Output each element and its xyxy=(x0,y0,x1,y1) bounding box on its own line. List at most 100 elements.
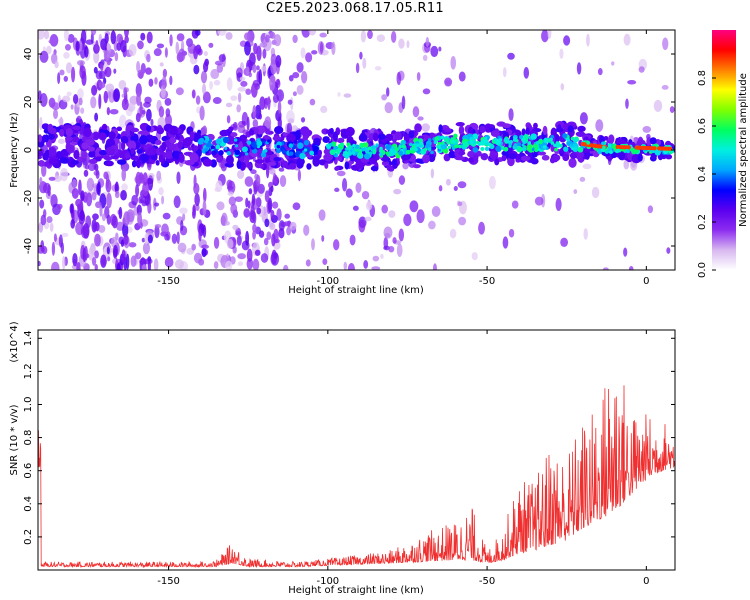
spectrogram-cell xyxy=(351,151,356,155)
spectrogram-cell xyxy=(560,83,565,91)
spectrogram-cell xyxy=(501,123,511,129)
spectrogram-cell xyxy=(343,261,348,270)
spectrogram-cell xyxy=(156,170,162,181)
spectrogram-cell xyxy=(103,49,111,61)
spectrogram-panel: -150 -100 -50 0 -40 -20 0 20 40 Height of strai… xyxy=(9,29,676,296)
spectrogram-cell xyxy=(51,261,60,270)
spectrogram-cell xyxy=(398,38,405,49)
snr-series-line xyxy=(38,385,675,569)
spectrogram-cell xyxy=(654,149,661,156)
spectrogram-cell xyxy=(193,45,199,60)
spectrogram-cell xyxy=(67,33,75,43)
spectrogram-cell xyxy=(114,181,119,195)
spectrogram-cell xyxy=(230,203,238,215)
spectrogram-cell xyxy=(415,143,420,147)
spectrogram-cell xyxy=(273,156,282,162)
spectrogram-cell xyxy=(216,63,224,73)
spectrogram-cell xyxy=(130,127,140,133)
spectrogram-cell xyxy=(240,80,248,87)
spectrogram-cell xyxy=(71,178,77,189)
spectrogram-cell xyxy=(428,220,436,230)
spectrogram-cell xyxy=(562,153,570,162)
spectrogram-cell xyxy=(256,45,262,62)
spectrogram-cell xyxy=(75,40,80,52)
spectrogram-cell xyxy=(58,118,64,124)
spectrogram-cell xyxy=(469,136,474,141)
spectrogram-cell xyxy=(99,205,103,217)
spectrogram-cell xyxy=(333,239,340,251)
spectrogram-cell xyxy=(83,169,89,177)
spectrogram-cell xyxy=(484,146,490,152)
spectrogram-cell xyxy=(202,158,213,167)
spectrogram-cell xyxy=(120,189,127,201)
spectrogram-cell xyxy=(329,127,334,135)
spectrogram-cell xyxy=(119,114,127,129)
spectrogram-cell xyxy=(438,124,443,133)
spectrogram-cell xyxy=(122,138,129,144)
spectrogram-cell xyxy=(236,169,245,179)
spectrogram-cell xyxy=(537,151,547,156)
spectrogram-cell xyxy=(64,136,73,142)
spectrogram-cell xyxy=(284,213,291,219)
spectrogram-cell xyxy=(430,168,435,179)
spectrogram-cell xyxy=(38,159,45,167)
spectrogram-cell xyxy=(402,144,407,149)
spectrogram-cell xyxy=(385,144,392,151)
snr-multiplier: (x10^4) xyxy=(9,321,20,362)
spectrogram-cell xyxy=(498,137,503,142)
spectrogram-cell xyxy=(139,174,145,184)
spectrogram-cell xyxy=(87,146,96,152)
spectrogram-cell xyxy=(191,243,196,251)
spectrogram-cell xyxy=(384,102,393,114)
spectrogram-cell xyxy=(80,107,85,114)
spectrogram-cell xyxy=(146,31,153,44)
spectrogram-cell xyxy=(300,47,306,59)
spectrogram-cell xyxy=(154,224,162,229)
spectrogram-cell xyxy=(73,149,80,160)
spectrogram-cell xyxy=(123,234,129,245)
spectrogram-cell xyxy=(447,145,452,150)
spectrogram-cell xyxy=(177,153,185,163)
spectrogram-cell xyxy=(57,203,63,210)
spectrogram-cell xyxy=(577,125,586,133)
spectrogram-cell xyxy=(288,74,294,82)
spectrogram-cell xyxy=(195,30,201,36)
spectrogram-cell xyxy=(169,75,173,86)
spectrogram-cell xyxy=(281,149,286,154)
spectrogram-cell xyxy=(573,146,578,151)
spectrogram-cell xyxy=(244,32,251,41)
spectrogram-cell xyxy=(374,66,382,71)
spectrogram-cell xyxy=(573,189,578,194)
spectrogram-cell xyxy=(386,164,393,171)
spectrogram-cell xyxy=(559,48,564,59)
spectrogram-cell xyxy=(273,174,278,185)
spectrogram-cell xyxy=(616,139,626,145)
spectrogram-cell xyxy=(371,266,381,270)
spectrogram-cell xyxy=(430,45,439,58)
spectrogram-cell xyxy=(267,139,271,143)
spectrogram-cell xyxy=(347,145,352,149)
spectrogram-cell xyxy=(162,68,168,78)
spectrogram-cell xyxy=(140,153,150,163)
spectrogram-cell xyxy=(449,228,457,239)
spectrogram-cell xyxy=(508,108,514,121)
spectrogram-cell xyxy=(49,222,54,232)
spectrogram-cell xyxy=(230,132,238,138)
spectrogram-cell xyxy=(70,219,76,229)
spectrogram-cell xyxy=(153,48,162,57)
spectrogram-cell xyxy=(501,150,509,156)
spectrogram-cell xyxy=(264,116,272,129)
spectrogram-cell xyxy=(159,62,164,67)
spectrogram-cell xyxy=(266,149,273,156)
spectrogram-cell xyxy=(198,258,205,266)
spectrogram-cell xyxy=(582,163,592,170)
spectrogram-cell xyxy=(237,253,246,260)
spectrogram-cell xyxy=(106,107,111,116)
spectrogram-cell xyxy=(175,87,184,96)
spectrogram-cell xyxy=(631,148,637,155)
spectrogram-cell xyxy=(61,232,69,237)
spectrogram-cell xyxy=(511,200,519,209)
spectrogram-cell xyxy=(469,140,474,144)
spectrogram-cell xyxy=(212,97,222,105)
spectrogram-cell xyxy=(244,152,249,156)
